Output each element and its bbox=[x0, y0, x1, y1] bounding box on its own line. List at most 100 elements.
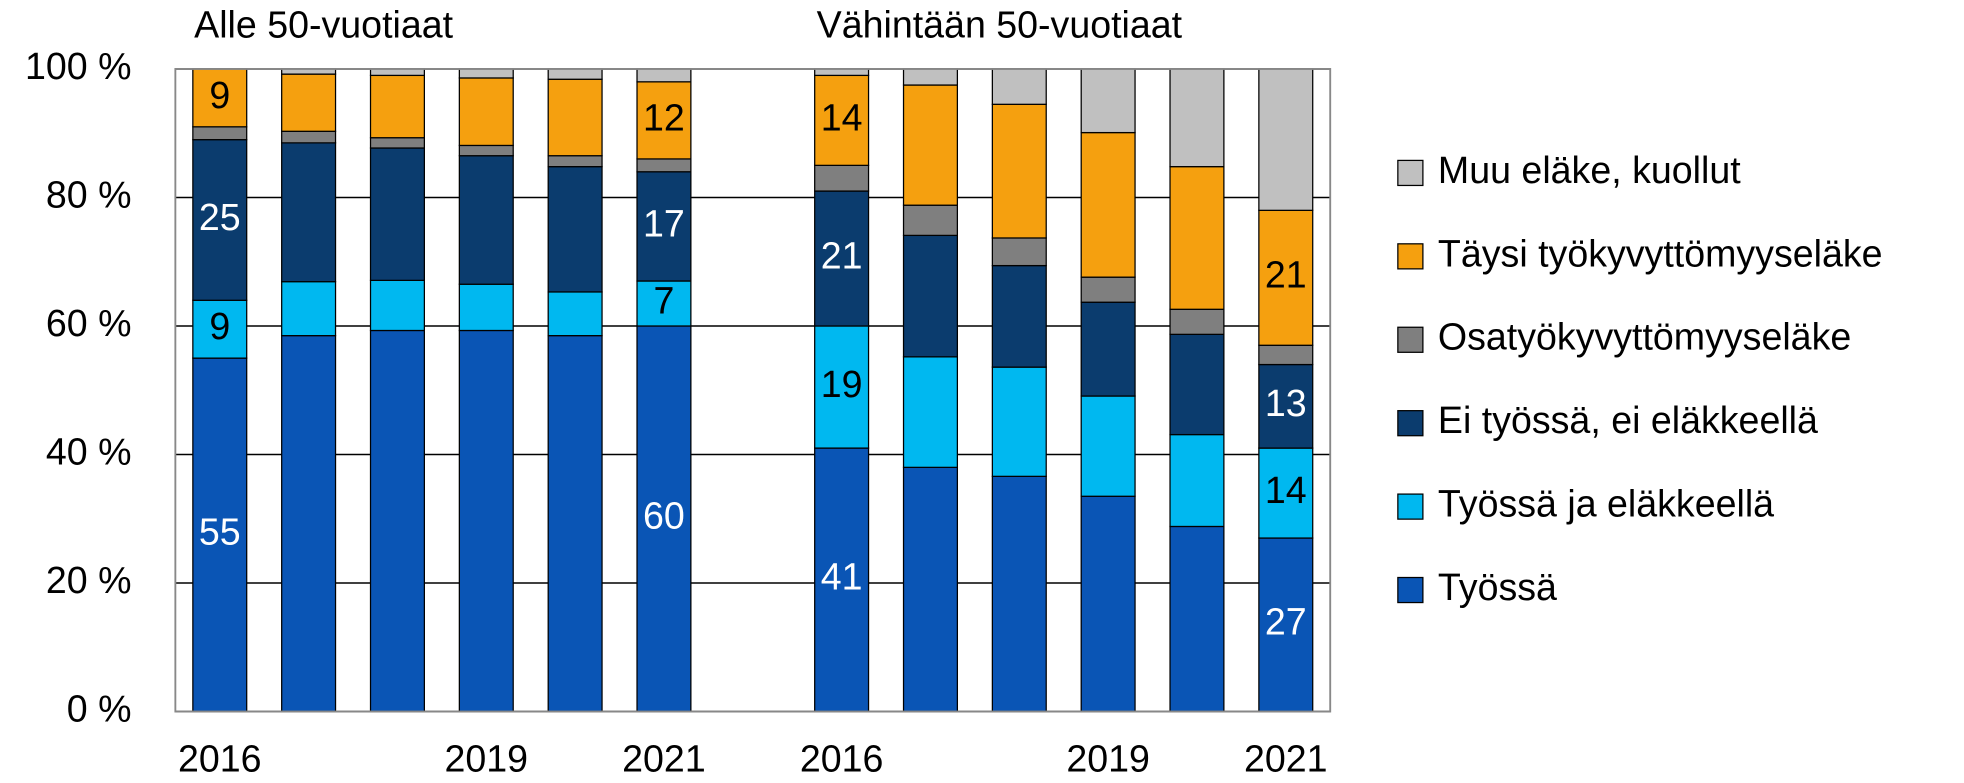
bar-segment bbox=[1169, 525, 1225, 713]
legend-label: Työssä ja eläkkeellä bbox=[1438, 483, 1774, 525]
data-label: 25 bbox=[199, 196, 241, 238]
legend-label: Työssä bbox=[1438, 566, 1557, 608]
bar-segment bbox=[1169, 68, 1225, 168]
y-tick-label: 100 % bbox=[25, 45, 132, 87]
bar-segment bbox=[1258, 537, 1314, 713]
bar-segment bbox=[547, 78, 603, 157]
bar-segment bbox=[281, 335, 337, 713]
y-tick-label: 0 % bbox=[67, 687, 132, 729]
bar-segment bbox=[547, 155, 603, 168]
legend-swatch bbox=[1397, 243, 1424, 270]
bar-segment bbox=[902, 204, 959, 237]
data-label: 19 bbox=[821, 363, 863, 405]
data-label: 21 bbox=[1265, 254, 1307, 296]
data-label: 9 bbox=[209, 305, 230, 347]
data-label: 27 bbox=[1265, 601, 1307, 643]
bar-segment bbox=[814, 68, 870, 77]
legend-label: Osatyökyvyttömyyseläke bbox=[1438, 316, 1851, 358]
bar-segment bbox=[547, 166, 603, 293]
bar-segment bbox=[1258, 68, 1314, 211]
bar-segment bbox=[1258, 363, 1314, 449]
data-label: 14 bbox=[821, 96, 863, 138]
bar-segment bbox=[458, 144, 514, 157]
x-tick-label: 2021 bbox=[1244, 738, 1328, 780]
bar-segment bbox=[458, 77, 514, 147]
y-tick-label: 80 % bbox=[46, 173, 132, 215]
bar-segment bbox=[369, 147, 426, 281]
legend-swatch bbox=[1397, 326, 1424, 353]
bar-segment bbox=[1169, 433, 1225, 528]
bar-segment bbox=[1080, 495, 1136, 713]
bar-segment bbox=[1169, 333, 1225, 436]
bar-segment bbox=[458, 329, 514, 713]
bar-segment bbox=[458, 155, 514, 285]
bar-segment bbox=[991, 103, 1047, 239]
legend-label: Ei työssä, ei eläkkeellä bbox=[1438, 399, 1818, 441]
bar-segment bbox=[369, 137, 426, 149]
bar-segment bbox=[1080, 276, 1136, 303]
data-label: 14 bbox=[1265, 469, 1307, 511]
bar-segment bbox=[902, 68, 959, 86]
bar-segment bbox=[281, 281, 337, 337]
bar-segment bbox=[369, 68, 426, 77]
bar-segment bbox=[1169, 308, 1225, 335]
bar-segment bbox=[636, 280, 692, 327]
data-label: 60 bbox=[643, 495, 685, 537]
bar-segment bbox=[192, 139, 248, 301]
bar-segment bbox=[636, 158, 692, 173]
bar-segment bbox=[547, 335, 603, 713]
x-tick-label: 2019 bbox=[1066, 738, 1150, 780]
bar-segment bbox=[902, 84, 959, 206]
bar-segment bbox=[192, 299, 248, 359]
bar-segment bbox=[1258, 209, 1314, 346]
bar-segment bbox=[991, 68, 1047, 105]
bar-segment bbox=[458, 68, 514, 79]
bar-segment bbox=[814, 447, 870, 713]
bar-segment bbox=[1080, 131, 1136, 278]
bar-segment bbox=[814, 164, 870, 192]
bar-segment bbox=[1258, 447, 1314, 539]
bar-segment bbox=[192, 126, 248, 141]
bar-segment bbox=[547, 68, 603, 80]
x-tick-label: 2021 bbox=[622, 738, 706, 780]
bar-segment bbox=[1080, 301, 1136, 397]
bar-segment bbox=[458, 283, 514, 332]
bar-segment bbox=[991, 264, 1047, 368]
legend-label: Muu eläke, kuollut bbox=[1438, 149, 1741, 191]
legend-swatch bbox=[1397, 493, 1424, 520]
bar-segment bbox=[281, 142, 337, 283]
bar-segment bbox=[991, 237, 1047, 267]
bar-segment bbox=[281, 130, 337, 144]
data-label: 21 bbox=[821, 234, 863, 276]
x-tick-label: 2016 bbox=[800, 738, 884, 780]
y-tick-label: 40 % bbox=[46, 430, 132, 472]
y-tick-label: 60 % bbox=[46, 302, 132, 344]
bar-segment bbox=[636, 68, 692, 83]
bar-segment bbox=[991, 475, 1047, 713]
data-label: 13 bbox=[1265, 382, 1307, 424]
bar-segment bbox=[369, 74, 426, 139]
bar-segment bbox=[636, 81, 692, 160]
bar-segment bbox=[547, 291, 603, 337]
x-tick-label: 2019 bbox=[444, 738, 528, 780]
data-label: 41 bbox=[821, 556, 863, 598]
data-label: 7 bbox=[654, 279, 675, 321]
data-label: 9 bbox=[209, 74, 230, 116]
bar-segment bbox=[636, 171, 692, 282]
data-label: 12 bbox=[643, 96, 685, 138]
bar-segment bbox=[991, 366, 1047, 477]
bar-segment bbox=[902, 234, 959, 358]
bar-segment bbox=[369, 279, 426, 332]
x-tick-label: 2016 bbox=[178, 738, 262, 780]
bar-segment bbox=[1080, 68, 1136, 134]
bar-segment bbox=[1080, 395, 1136, 497]
bar-segment bbox=[902, 356, 959, 468]
bar-segment bbox=[814, 74, 870, 166]
bar-segment bbox=[814, 190, 870, 327]
bar-segment bbox=[369, 329, 426, 713]
data-label: 17 bbox=[643, 202, 685, 244]
group-label: Alle 50-vuotiaat bbox=[194, 4, 453, 46]
data-label: 55 bbox=[199, 511, 241, 553]
legend-swatch bbox=[1397, 576, 1424, 604]
